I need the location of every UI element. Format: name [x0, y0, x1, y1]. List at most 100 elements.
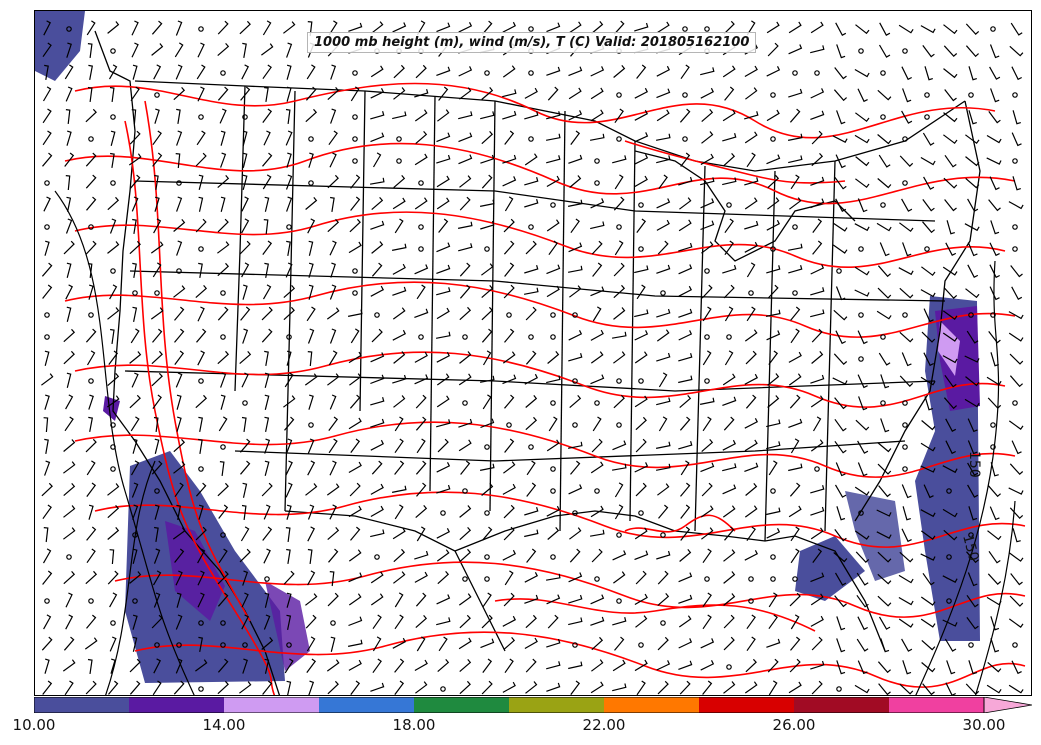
wind-barb — [525, 395, 538, 408]
wind-barb — [942, 575, 958, 584]
wind-barb — [856, 638, 869, 652]
calm-wind-marker — [704, 268, 710, 274]
wind-barb — [131, 482, 139, 498]
wind-barb — [920, 156, 936, 166]
wind-barb — [176, 394, 182, 410]
wind-barb — [700, 153, 714, 166]
wind-barb — [702, 614, 712, 630]
wind-barb — [942, 619, 958, 627]
wind-barb — [435, 331, 451, 339]
wind-barb — [965, 376, 980, 387]
wind-barb — [132, 614, 138, 630]
wind-barb — [902, 88, 912, 103]
wind-barb — [788, 418, 803, 428]
wind-barb — [285, 438, 293, 454]
calm-wind-marker — [110, 180, 116, 186]
wind-barb — [967, 484, 979, 498]
wind-barb — [284, 372, 294, 388]
wind-barb — [503, 637, 516, 651]
wind-barb — [589, 133, 605, 141]
wind-barb — [437, 659, 450, 673]
wind-barb — [262, 680, 273, 695]
wind-barb — [810, 660, 825, 670]
wind-barb — [175, 20, 183, 36]
wind-barb — [218, 548, 228, 564]
wind-barb — [856, 572, 869, 586]
calm-wind-marker — [572, 510, 578, 516]
calm-wind-marker — [198, 26, 204, 32]
wind-barb — [878, 154, 891, 168]
wind-barb — [458, 439, 472, 452]
wind-barb — [261, 43, 274, 56]
wind-barb — [130, 460, 140, 476]
wind-barb — [899, 155, 914, 167]
wind-barb — [836, 638, 846, 653]
wind-barb — [220, 196, 226, 212]
wind-barb — [242, 482, 248, 498]
calm-wind-marker — [528, 334, 534, 340]
calm-wind-marker — [198, 686, 204, 692]
wind-barb — [503, 218, 515, 233]
wind-barb — [590, 286, 605, 297]
wind-barb — [264, 658, 270, 674]
wind-barb — [154, 504, 160, 520]
wind-barb — [990, 616, 1000, 631]
wind-barb — [546, 661, 561, 670]
calm-wind-marker — [418, 224, 424, 230]
wind-barb — [1008, 311, 1024, 320]
wind-barb — [349, 394, 361, 409]
wind-barb — [305, 86, 317, 101]
wind-barb — [394, 658, 405, 673]
wind-barb — [285, 174, 293, 190]
wind-barb — [63, 636, 75, 651]
wind-barb — [175, 570, 183, 586]
wind-barb — [986, 134, 1002, 144]
wind-barb — [943, 397, 958, 410]
wind-barb — [436, 617, 451, 626]
wind-barb — [678, 176, 693, 186]
wind-barb — [810, 506, 825, 516]
wind-barb — [154, 526, 159, 542]
wind-barb — [42, 130, 52, 146]
wind-barb — [854, 134, 870, 144]
wind-barb — [286, 152, 292, 168]
wind-barb — [85, 438, 97, 453]
wind-barb — [656, 198, 671, 209]
wind-barb — [744, 197, 758, 210]
wind-barb — [370, 505, 384, 518]
wind-barb — [810, 110, 825, 120]
wind-barb — [391, 485, 407, 493]
wind-barb — [63, 505, 76, 518]
wind-barb — [263, 614, 271, 630]
calm-wind-marker — [198, 620, 204, 626]
wind-barb — [307, 548, 313, 564]
wind-barb — [833, 309, 848, 321]
wind-barb — [85, 680, 97, 695]
wind-barb — [568, 661, 583, 670]
wind-barb — [151, 350, 163, 365]
calm-wind-marker — [792, 224, 798, 230]
wind-barb — [503, 284, 515, 299]
wind-barb — [329, 504, 337, 520]
calm-wind-marker — [550, 554, 556, 560]
wind-barb — [766, 419, 781, 428]
wind-barb — [436, 395, 450, 408]
wind-barb — [788, 505, 802, 518]
wind-barb — [84, 637, 98, 650]
calm-wind-marker — [220, 620, 226, 626]
wind-barb — [416, 438, 426, 454]
calm-wind-marker — [990, 444, 996, 450]
wind-barb — [723, 681, 736, 694]
wind-barb — [724, 86, 735, 101]
wind-barb — [438, 636, 448, 652]
wind-barb — [482, 394, 492, 410]
wind-barb — [436, 373, 450, 386]
wind-barb — [722, 264, 737, 274]
wind-barb — [923, 352, 934, 367]
wind-barb — [264, 350, 269, 367]
wind-barb — [987, 397, 1002, 409]
calm-wind-marker — [814, 70, 820, 76]
wind-barb — [722, 65, 736, 78]
wind-barb — [480, 418, 495, 429]
calm-wind-marker — [88, 598, 94, 604]
